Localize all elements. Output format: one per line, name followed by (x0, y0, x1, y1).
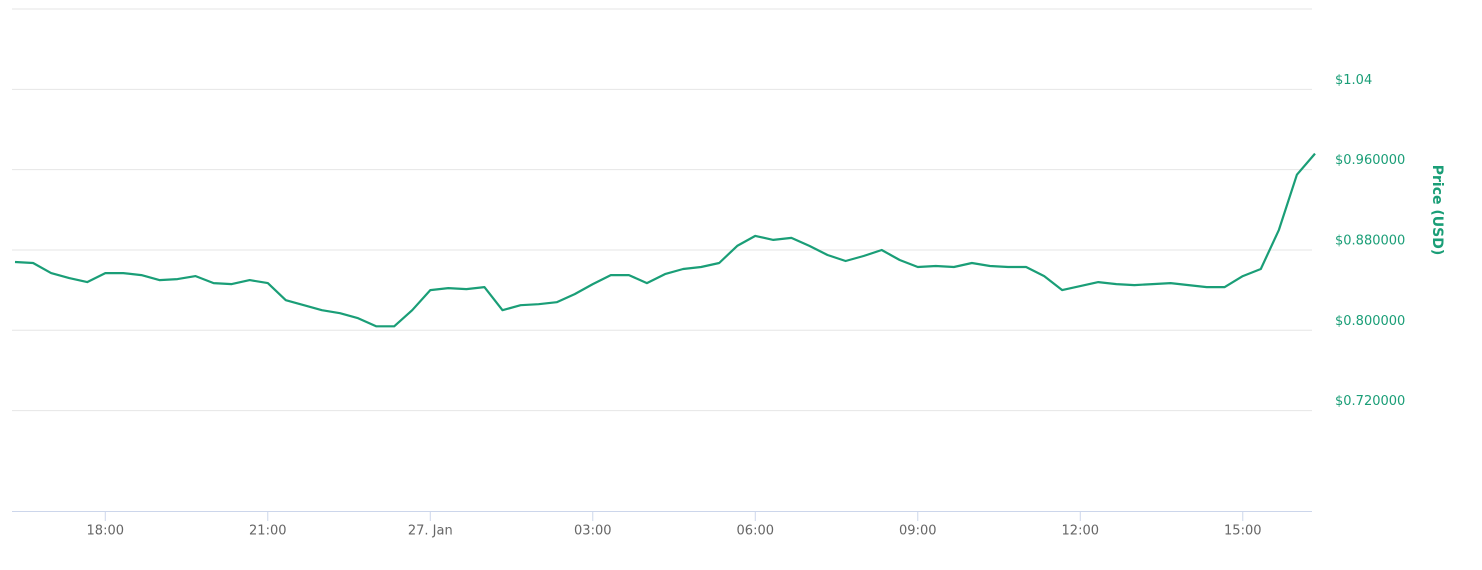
x-tick-label: 15:00 (1224, 524, 1261, 539)
x-tick-label: 27. Jan (408, 524, 453, 539)
price-line (14, 152, 1316, 328)
x-tick-label: 18:00 (87, 524, 124, 539)
y-tick-label: $0.800000 (1335, 314, 1405, 329)
y-tick-label: $1.04 (1335, 73, 1372, 88)
y-tick-label: $0.880000 (1335, 233, 1405, 248)
x-tick-label: 06:00 (737, 524, 774, 539)
y-tick-label: $0.960000 (1335, 153, 1405, 168)
x-tick-label: 21:00 (249, 524, 286, 539)
x-tick-label: 09:00 (899, 524, 936, 539)
y-tick-label: $0.720000 (1335, 394, 1405, 409)
x-tick-label: 03:00 (574, 524, 611, 539)
x-tick-label: 12:00 (1062, 524, 1099, 539)
y-axis-title: Price (USD) (1429, 165, 1445, 256)
